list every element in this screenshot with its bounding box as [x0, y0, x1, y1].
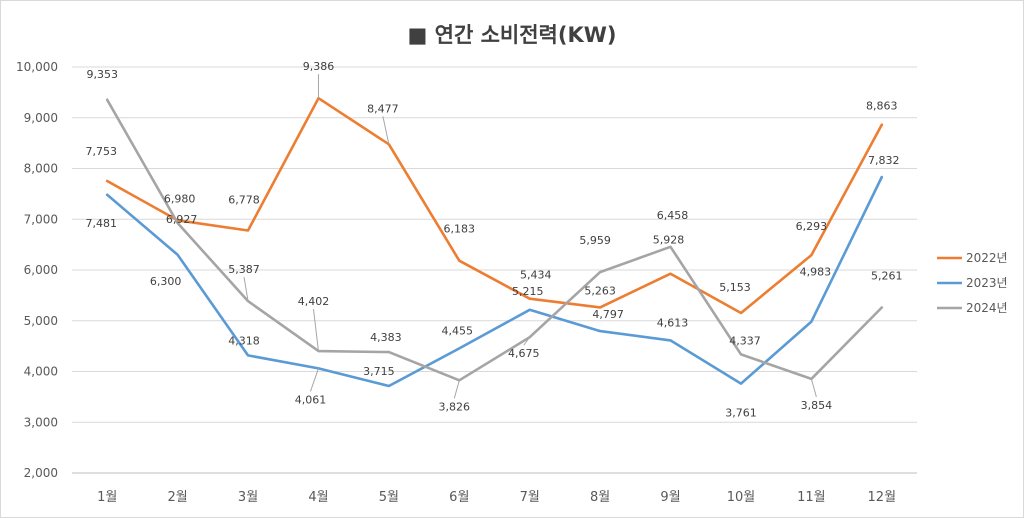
leader-line: [382, 116, 390, 145]
data-label: 8,863: [866, 100, 898, 113]
y-tick-label: 9,000: [24, 111, 58, 125]
data-label: 5,153: [719, 281, 751, 294]
leader-line: [523, 336, 531, 346]
chart-title: ■ 연간 소비전력(KW): [407, 23, 616, 47]
x-tick-label: 4월: [308, 490, 328, 505]
data-label: 4,613: [657, 316, 689, 329]
data-label: 4,402: [298, 295, 330, 308]
data-label: 9,353: [86, 68, 118, 81]
gridlines: [72, 66, 917, 474]
data-label: 5,959: [579, 234, 611, 247]
x-tick-label: 11월: [797, 490, 826, 505]
data-label: 6,458: [657, 209, 689, 222]
series-line-2023년: [105, 175, 884, 388]
data-label: 6,778: [228, 194, 260, 207]
data-label: 7,832: [868, 154, 900, 167]
x-tick-label: 5월: [379, 490, 399, 505]
y-tick-label: 3,000: [24, 415, 58, 429]
y-tick-label: 6,000: [24, 263, 58, 277]
data-label: 5,261: [871, 270, 903, 283]
data-label: 4,675: [508, 347, 540, 360]
data-label: 6,927: [166, 213, 198, 226]
x-tick-label: 7월: [520, 490, 540, 505]
leader-lines: [243, 74, 817, 399]
data-label: 5,263: [584, 284, 616, 297]
data-label: 6,183: [444, 223, 476, 236]
series-group: [105, 96, 884, 388]
data-label: 5,387: [228, 263, 260, 276]
x-tick-label: 12월: [868, 490, 897, 505]
legend-label: 2022년: [966, 251, 1008, 265]
data-label: 4,455: [442, 324, 474, 337]
data-labels: 7,753 6,980 6,778 9,386 8,477 6,183 5,434 5,263…: [85, 60, 902, 419]
leader-line: [312, 309, 319, 352]
data-label: 8,477: [367, 102, 399, 115]
data-label: 7,481: [85, 217, 117, 230]
data-label: 5,434: [520, 269, 552, 282]
y-axis: 2,000 3,000 4,000 5,000 6,000 7,000 8,000 9,000…: [16, 60, 58, 480]
data-label: 4,983: [800, 266, 832, 279]
data-label: 7,753: [85, 145, 117, 158]
x-tick-label: 9월: [660, 490, 680, 505]
legend-label: 2023년: [966, 276, 1008, 290]
data-label: 3,826: [439, 400, 471, 413]
x-tick-label: 2월: [168, 490, 188, 505]
data-label: 4,337: [729, 334, 761, 347]
data-label: 6,293: [796, 220, 828, 233]
data-label: 6,980: [164, 192, 196, 205]
x-tick-label: 3월: [238, 490, 258, 505]
leader-line: [453, 380, 460, 399]
leader-line: [810, 378, 817, 398]
data-label: 6,300: [150, 275, 182, 288]
y-tick-label: 8,000: [24, 162, 58, 176]
x-tick-label: 8월: [590, 490, 610, 505]
data-label: 3,854: [801, 399, 833, 412]
legend-label: 2024년: [966, 301, 1008, 315]
y-tick-label: 7,000: [24, 212, 58, 226]
x-tick-label: 6월: [449, 490, 469, 505]
leader-line: [309, 368, 319, 392]
leader-line: [243, 277, 249, 302]
data-label: 9,386: [303, 60, 335, 73]
legend: 2022년 2023년 2024년: [937, 251, 1008, 315]
x-tick-label: 1월: [97, 490, 117, 505]
y-tick-label: 10,000: [16, 60, 58, 74]
data-label: 3,761: [725, 407, 757, 420]
y-tick-label: 5,000: [24, 314, 58, 328]
data-label: 4,797: [592, 308, 624, 321]
data-label: 4,061: [295, 393, 327, 406]
data-label: 4,318: [228, 334, 260, 347]
x-tick-label: 10월: [727, 490, 756, 505]
y-tick-label: 4,000: [24, 365, 58, 379]
data-label: 5,215: [512, 285, 544, 298]
data-label: 4,383: [370, 331, 402, 344]
x-axis: 1월 2월 3월 4월 5월 6월 7월 8월 9월 10월 11월 12월: [72, 472, 917, 505]
series-line-2022년: [105, 96, 884, 315]
y-tick-label: 2,000: [24, 466, 58, 480]
series-line-2024년: [105, 98, 884, 382]
data-label: 5,928: [653, 234, 685, 247]
data-label: 3,715: [363, 365, 395, 378]
